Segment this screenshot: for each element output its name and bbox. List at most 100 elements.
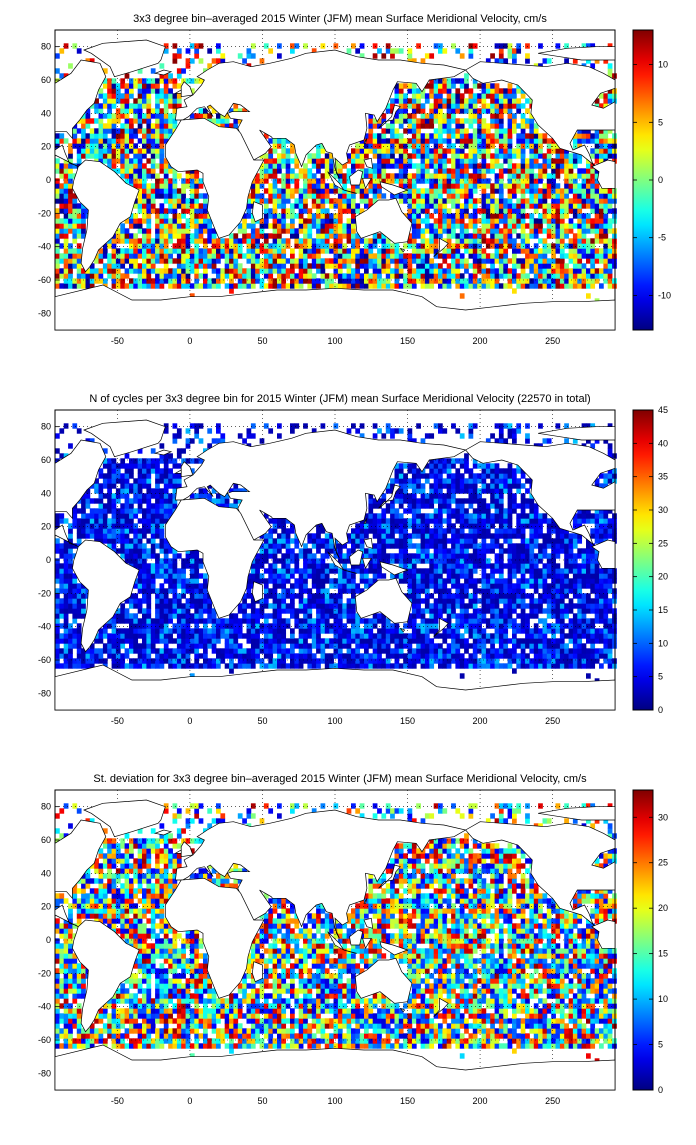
data-bin-cell bbox=[72, 248, 77, 253]
data-bin-cell bbox=[556, 243, 561, 248]
data-bin-cell bbox=[360, 278, 365, 283]
data-bin-cell bbox=[142, 208, 147, 213]
data-bin-cell bbox=[495, 118, 500, 123]
data-bin-cell bbox=[72, 643, 77, 648]
data-bin-cell bbox=[129, 248, 134, 253]
data-bin-cell bbox=[512, 248, 517, 253]
data-bin-cell bbox=[321, 188, 326, 193]
data-bin-cell bbox=[556, 193, 561, 198]
data-bin-cell bbox=[68, 203, 73, 208]
data-bin-cell bbox=[451, 258, 456, 263]
data-bin-cell bbox=[595, 233, 600, 238]
data-bin-cell bbox=[133, 133, 138, 138]
data-bin-cell bbox=[486, 143, 491, 148]
data-bin-cell bbox=[473, 248, 478, 253]
data-bin-cell bbox=[403, 128, 408, 133]
data-bin-cell bbox=[207, 263, 212, 268]
data-bin-cell bbox=[142, 233, 147, 238]
data-bin-cell bbox=[133, 663, 138, 668]
data-bin-cell bbox=[164, 558, 169, 563]
data-bin-cell bbox=[107, 498, 112, 503]
data-bin-cell bbox=[160, 473, 165, 478]
data-bin-cell bbox=[225, 648, 230, 653]
data-bin-cell bbox=[368, 278, 373, 283]
data-bin-cell bbox=[351, 268, 356, 273]
data-bin-cell bbox=[216, 253, 221, 258]
data-bin-cell bbox=[495, 183, 500, 188]
data-bin-cell bbox=[168, 563, 173, 568]
data-bin-cell bbox=[512, 223, 517, 228]
data-bin-cell bbox=[408, 203, 413, 208]
data-bin-cell bbox=[408, 193, 413, 198]
data-bin-cell bbox=[573, 283, 578, 288]
data-bin-cell bbox=[173, 623, 178, 628]
data-bin-cell bbox=[577, 263, 582, 268]
data-bin-cell bbox=[72, 633, 77, 638]
data-bin-cell bbox=[455, 153, 460, 158]
data-bin-cell bbox=[281, 648, 286, 653]
data-bin-cell bbox=[377, 48, 382, 53]
data-bin-cell bbox=[543, 213, 548, 218]
data-bin-cell bbox=[495, 148, 500, 153]
data-bin-cell bbox=[486, 168, 491, 173]
data-bin-cell bbox=[508, 123, 513, 128]
data-bin-cell bbox=[460, 178, 465, 183]
data-bin-cell bbox=[116, 498, 121, 503]
data-bin-cell bbox=[608, 238, 613, 243]
data-bin-cell bbox=[281, 248, 286, 253]
data-bin-cell bbox=[582, 138, 587, 143]
data-bin-cell bbox=[164, 113, 169, 118]
data-bin-cell bbox=[273, 623, 278, 628]
data-bin-cell bbox=[64, 193, 69, 198]
data-bin-cell bbox=[55, 578, 60, 583]
data-bin-cell bbox=[464, 103, 469, 108]
data-bin-cell bbox=[473, 183, 478, 188]
data-bin-cell bbox=[543, 133, 548, 138]
data-bin-cell bbox=[442, 148, 447, 153]
data-bin-cell bbox=[129, 258, 134, 263]
data-bin-cell bbox=[473, 43, 478, 48]
data-bin-cell bbox=[125, 653, 130, 658]
data-bin-cell bbox=[529, 213, 534, 218]
data-bin-cell bbox=[142, 83, 147, 88]
data-bin-cell bbox=[434, 268, 439, 273]
data-bin-cell bbox=[551, 233, 556, 238]
data-bin-cell bbox=[203, 638, 208, 643]
data-bin-cell bbox=[516, 153, 521, 158]
data-bin-cell bbox=[516, 48, 521, 53]
data-bin-cell bbox=[547, 203, 552, 208]
data-bin-cell bbox=[142, 583, 147, 588]
data-bin-cell bbox=[177, 193, 182, 198]
data-bin-cell bbox=[247, 273, 252, 278]
data-bin-cell bbox=[68, 278, 73, 283]
data-bin-cell bbox=[464, 223, 469, 228]
data-bin-cell bbox=[499, 123, 504, 128]
data-bin-cell bbox=[107, 268, 112, 273]
data-bin-cell bbox=[146, 143, 151, 148]
data-bin-cell bbox=[255, 258, 260, 263]
data-bin-cell bbox=[464, 213, 469, 218]
data-bin-cell bbox=[421, 193, 426, 198]
data-bin-cell bbox=[464, 198, 469, 203]
data-bin-cell bbox=[194, 618, 199, 623]
data-bin-cell bbox=[216, 498, 221, 503]
data-bin-cell bbox=[55, 653, 60, 658]
data-bin-cell bbox=[434, 168, 439, 173]
data-bin-cell bbox=[599, 218, 604, 223]
data-bin-cell bbox=[577, 258, 582, 263]
data-bin-cell bbox=[99, 143, 104, 148]
data-bin-cell bbox=[173, 578, 178, 583]
data-bin-cell bbox=[321, 163, 326, 168]
data-bin-cell bbox=[260, 623, 265, 628]
data-bin-cell bbox=[199, 593, 204, 598]
data-bin-cell bbox=[573, 273, 578, 278]
data-bin-cell bbox=[142, 653, 147, 658]
data-bin-cell bbox=[381, 138, 386, 143]
data-bin-cell bbox=[151, 243, 156, 248]
data-bin-cell bbox=[55, 543, 60, 548]
data-bin-cell bbox=[168, 268, 173, 273]
data-bin-cell bbox=[299, 283, 304, 288]
data-bin-cell bbox=[81, 588, 86, 593]
data-bin-cell bbox=[486, 228, 491, 233]
data-bin-cell bbox=[277, 638, 282, 643]
